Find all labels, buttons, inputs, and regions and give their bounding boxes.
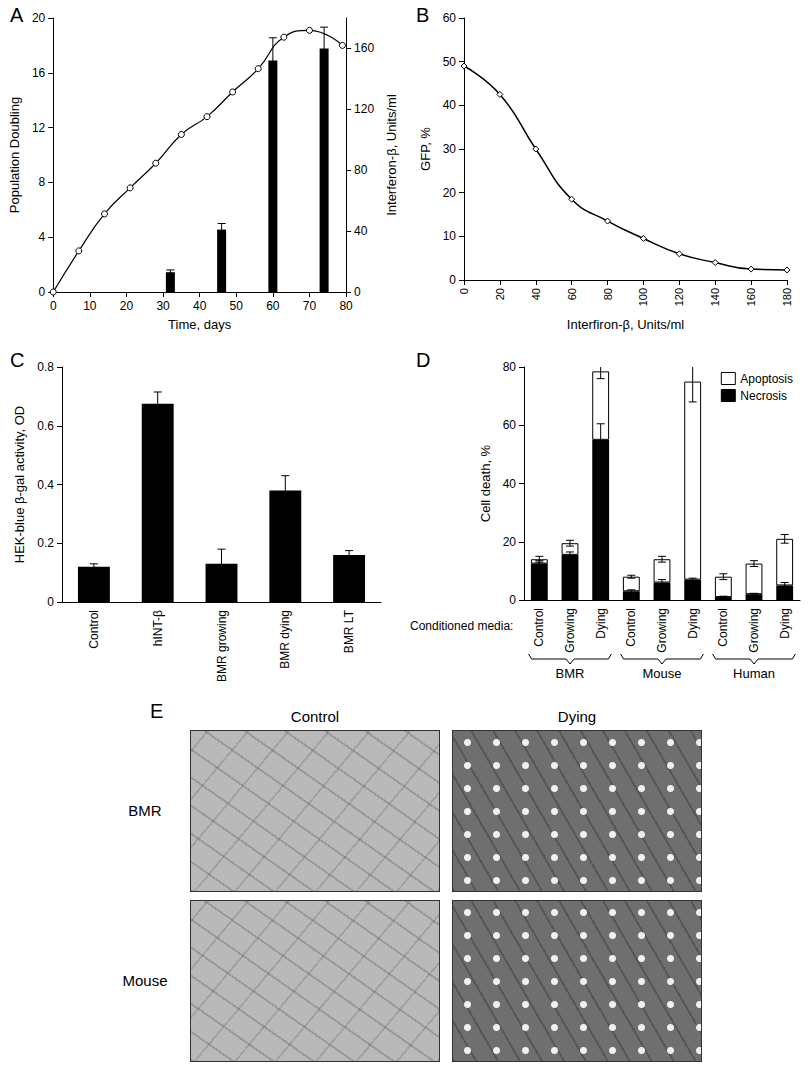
svg-text:HEK-blue β-gal activity, OD: HEK-blue β-gal activity, OD — [12, 406, 27, 564]
svg-text:80: 80 — [503, 360, 517, 374]
svg-text:50: 50 — [230, 299, 244, 313]
html-text:Dying: Dying — [557, 708, 597, 725]
html-text:Mouse: Mouse — [122, 972, 168, 989]
svg-text:160: 160 — [354, 41, 374, 55]
svg-text:B: B — [416, 4, 429, 26]
svg-text:0: 0 — [47, 595, 54, 609]
html-text:E: E — [150, 700, 164, 722]
svg-text:BMR LT: BMR LT — [342, 609, 356, 653]
svg-text:80: 80 — [602, 288, 614, 300]
svg-text:160: 160 — [745, 288, 757, 306]
svg-text:60: 60 — [566, 288, 578, 300]
svg-text:70: 70 — [303, 299, 317, 313]
svg-text:8: 8 — [39, 175, 46, 189]
svg-text:Control: Control — [532, 608, 546, 647]
svg-text:10: 10 — [83, 299, 97, 313]
svg-text:20: 20 — [503, 535, 517, 549]
svg-text:0.6: 0.6 — [37, 419, 54, 433]
html-text:Control: Control — [290, 708, 340, 725]
svg-text:BMR growing: BMR growing — [215, 610, 229, 682]
svg-text:20: 20 — [120, 299, 134, 313]
svg-text:0: 0 — [509, 593, 516, 607]
svg-text:40: 40 — [503, 477, 517, 491]
svg-text:40: 40 — [443, 98, 457, 112]
svg-text:0: 0 — [50, 299, 57, 313]
svg-text:GFP, %: GFP, % — [418, 127, 433, 171]
svg-text:Growing: Growing — [747, 608, 761, 653]
svg-text:40: 40 — [530, 288, 542, 300]
svg-text:80: 80 — [354, 163, 368, 177]
svg-text:120: 120 — [673, 288, 685, 306]
svg-text:140: 140 — [709, 288, 721, 306]
svg-text:Growing: Growing — [655, 608, 669, 653]
svg-text:Interferon-β, Units/ml: Interferon-β, Units/ml — [384, 94, 399, 216]
svg-text:Conditioned media:: Conditioned media: — [410, 619, 513, 633]
svg-text:60: 60 — [503, 418, 517, 432]
svg-text:60: 60 — [443, 11, 457, 25]
svg-text:BMR: BMR — [556, 666, 585, 681]
svg-text:Mouse: Mouse — [642, 666, 681, 681]
svg-text:60: 60 — [266, 299, 280, 313]
svg-text:Dying: Dying — [778, 608, 792, 639]
svg-text:0.4: 0.4 — [37, 478, 54, 492]
svg-text:Cell death, %: Cell death, % — [478, 444, 493, 522]
svg-text:16: 16 — [32, 66, 46, 80]
svg-text:20: 20 — [443, 186, 457, 200]
svg-text:120: 120 — [354, 102, 374, 116]
svg-text:0: 0 — [354, 285, 361, 299]
svg-text:40: 40 — [354, 224, 368, 238]
svg-text:Human: Human — [733, 666, 775, 681]
svg-text:80: 80 — [339, 299, 353, 313]
svg-text:100: 100 — [637, 288, 649, 306]
svg-text:0.8: 0.8 — [37, 360, 54, 374]
svg-text:0: 0 — [449, 273, 456, 287]
svg-text:30: 30 — [443, 142, 457, 156]
svg-text:4: 4 — [39, 230, 46, 244]
svg-text:D: D — [416, 349, 430, 371]
svg-text:C: C — [10, 349, 24, 371]
svg-text:Interfiron-β, Units/ml: Interfiron-β, Units/ml — [567, 317, 684, 332]
svg-text:Apoptosis: Apoptosis — [740, 372, 793, 386]
svg-text:0: 0 — [458, 288, 470, 294]
svg-text:180: 180 — [781, 288, 793, 306]
svg-text:20: 20 — [32, 11, 46, 25]
svg-text:0.2: 0.2 — [37, 536, 54, 550]
svg-text:BMR dying: BMR dying — [278, 610, 292, 669]
svg-text:Dying: Dying — [594, 608, 608, 639]
svg-text:20: 20 — [494, 288, 506, 300]
svg-text:10: 10 — [443, 229, 457, 243]
html-text:BMR: BMR — [128, 802, 162, 819]
svg-text:hINT-β: hINT-β — [151, 610, 165, 646]
svg-text:50: 50 — [443, 55, 457, 69]
svg-text:0: 0 — [39, 285, 46, 299]
svg-text:Necrosis: Necrosis — [740, 389, 787, 403]
svg-text:Population Doubling: Population Doubling — [7, 97, 22, 213]
svg-text:Control: Control — [716, 608, 730, 647]
svg-text:Control: Control — [624, 608, 638, 647]
svg-text:Time, days: Time, days — [168, 317, 232, 332]
svg-text:Dying: Dying — [686, 608, 700, 639]
svg-text:A: A — [10, 4, 24, 26]
svg-text:12: 12 — [32, 121, 46, 135]
svg-text:Control: Control — [87, 610, 101, 649]
svg-text:30: 30 — [156, 299, 170, 313]
svg-text:40: 40 — [193, 299, 207, 313]
svg-text:Growing: Growing — [563, 608, 577, 653]
